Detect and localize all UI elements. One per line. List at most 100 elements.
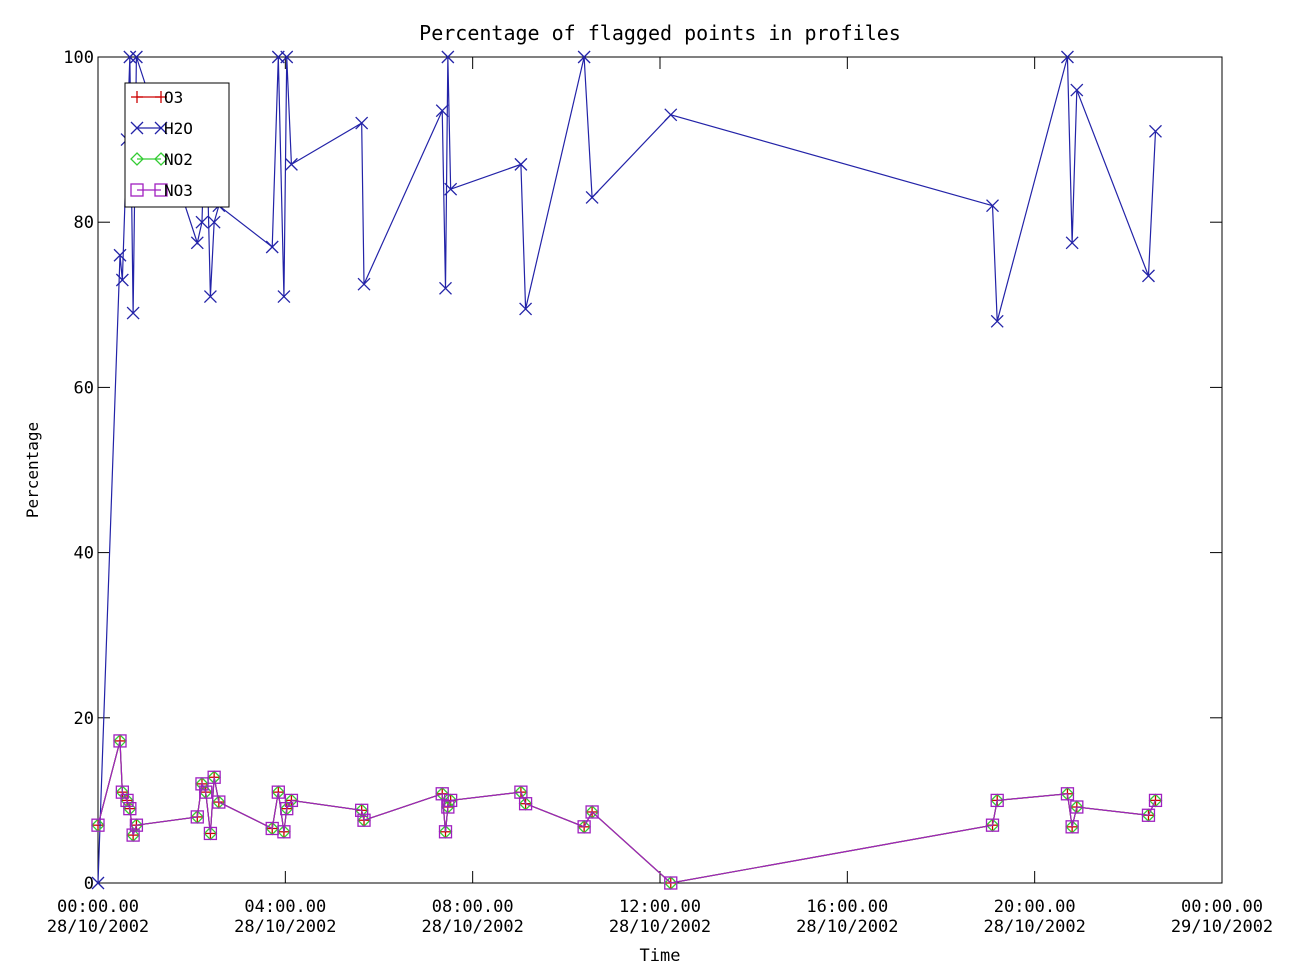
x-tick-label-time: 12:00.00 (619, 897, 701, 917)
x-tick-label-date: 28/10/2002 (983, 917, 1085, 937)
series-line (97, 740, 1157, 884)
marker-stroke (441, 50, 455, 64)
y-tick-label: 100 (63, 48, 94, 68)
legend-label: NO3 (164, 181, 193, 200)
data-point (203, 290, 217, 303)
series-line (97, 740, 1157, 884)
data-point (126, 306, 140, 320)
series-no2 (91, 734, 1163, 890)
legend-label: H2O (164, 119, 193, 138)
series-no3 (91, 734, 1163, 890)
data-point (990, 314, 1004, 328)
series-o3 (92, 734, 1162, 889)
marker-stroke (435, 104, 449, 118)
data-point (1142, 269, 1155, 283)
series-h2o (91, 50, 1162, 890)
x-tick-label-time: 20:00.00 (994, 897, 1076, 917)
legend-item-no3: NO3 (130, 181, 193, 200)
data-point (190, 810, 204, 824)
data-point (357, 813, 371, 827)
marker-stroke (519, 302, 533, 316)
legend-marker (154, 183, 168, 197)
marker-stroke (130, 121, 144, 135)
y-axis-label: Percentage (23, 422, 42, 518)
marker-stroke (986, 199, 999, 213)
marker-stroke (91, 876, 105, 890)
data-point (199, 785, 213, 799)
y-tick-label: 20 (74, 709, 94, 729)
x-tick-label-date: 28/10/2002 (421, 917, 523, 937)
legend-marker (130, 183, 144, 197)
marker-stroke (1149, 124, 1162, 138)
data-point (357, 277, 371, 291)
data-point (985, 818, 1000, 832)
marker-stroke (126, 306, 140, 320)
x-tick-label-date: 29/10/2002 (1171, 917, 1273, 937)
data-point (439, 281, 452, 295)
data-point (195, 215, 209, 229)
data-point (120, 793, 134, 808)
data-point (577, 50, 591, 64)
data-point (1148, 793, 1163, 808)
marker-stroke (113, 248, 127, 262)
data-point (585, 805, 599, 819)
marker-stroke (444, 182, 458, 196)
marker-stroke (357, 277, 371, 291)
marker-stroke (284, 157, 298, 171)
marker-stroke (664, 108, 678, 122)
marker-stroke (190, 236, 204, 250)
data-point (990, 793, 1004, 808)
legend-item-h2o: H2O (130, 119, 193, 138)
data-point (1065, 820, 1079, 834)
x-tick-label-time: 00:00.00 (1181, 897, 1263, 917)
data-point (113, 734, 127, 748)
marker-stroke (439, 281, 452, 295)
legend-marker (130, 152, 144, 166)
data-point (203, 826, 218, 841)
x-tick-label-time: 00:00.00 (57, 897, 139, 917)
legend-label: O3 (164, 88, 183, 107)
data-point (664, 876, 678, 890)
data-point (1060, 787, 1075, 801)
marker-stroke (277, 290, 291, 303)
data-point (190, 236, 204, 250)
y-tick-label: 60 (74, 378, 94, 398)
data-point (986, 199, 999, 213)
marker-stroke (280, 50, 294, 64)
data-point (664, 108, 678, 122)
data-point (514, 157, 528, 171)
marker-stroke (1065, 236, 1079, 250)
x-tick-label-date: 28/10/2002 (234, 917, 336, 937)
x-tick-label-time: 04:00.00 (244, 897, 326, 917)
data-point (444, 182, 458, 196)
data-point (265, 240, 279, 254)
marker-stroke (577, 50, 591, 64)
legend-label: NO2 (164, 150, 193, 169)
data-point (519, 302, 533, 316)
legend-marker (155, 91, 167, 103)
legend-marker (130, 121, 144, 135)
marker-stroke (355, 116, 369, 130)
marker-stroke (203, 290, 217, 303)
data-point (355, 116, 369, 130)
legend-marker (131, 91, 143, 103)
marker-stroke (195, 215, 209, 229)
data-point (277, 825, 291, 839)
data-point (438, 825, 453, 839)
marker-stroke (265, 240, 279, 254)
data-point (123, 50, 137, 64)
data-point (1060, 50, 1074, 64)
data-point (123, 802, 137, 816)
marker-stroke (207, 215, 221, 229)
data-point (115, 273, 129, 287)
data-point (1070, 83, 1084, 97)
marker-stroke (514, 157, 528, 171)
marker-stroke (990, 314, 1004, 328)
marker-stroke (585, 190, 599, 204)
axes: 00:00.0028/10/200204:00.0028/10/200208:0… (47, 48, 1273, 937)
data-point (280, 50, 294, 64)
data-point (212, 795, 226, 809)
chart-title: Percentage of flagged points in profiles (419, 21, 901, 45)
plot-frame (97, 56, 1223, 884)
